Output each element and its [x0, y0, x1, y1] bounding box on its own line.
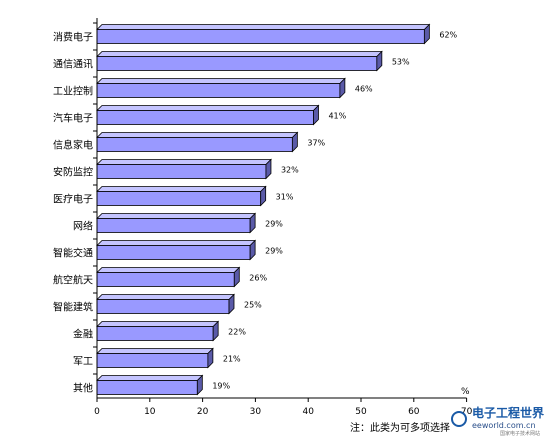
bar-top-face [96, 240, 257, 246]
bar [96, 29, 425, 44]
bar-top-face [96, 132, 299, 138]
value-label: 22% [228, 328, 246, 337]
category-label: 智能建筑 [53, 301, 93, 314]
category-label: 通信通讯 [53, 59, 93, 71]
bar-top-face [96, 348, 214, 354]
bar-side-face [228, 293, 235, 315]
watermark-logo: 电子工程世界 eeworld.com.cn 国家电子技术网站 [451, 405, 544, 437]
value-label: 46% [355, 85, 373, 94]
category-label: 金融 [73, 328, 93, 341]
bar-top-face [96, 159, 272, 165]
unit-label: % [461, 387, 470, 397]
bar-side-face [376, 50, 383, 72]
bar-side-face [339, 77, 346, 99]
value-label: 26% [249, 274, 267, 283]
watermark-site: eeworld.com.cn [472, 421, 536, 430]
value-label: 37% [307, 139, 325, 148]
watermark-emblem-icon [451, 411, 467, 427]
bar-side-face [313, 104, 319, 126]
bar [96, 164, 267, 179]
bar [96, 299, 230, 314]
bar-side-face [207, 347, 214, 369]
category-label: 航空航天 [53, 274, 93, 287]
bar [96, 380, 198, 395]
value-label: 29% [265, 247, 283, 256]
bar [96, 191, 262, 206]
bar-side-face [260, 185, 267, 207]
category-label: 网络 [73, 220, 93, 233]
bar-side-face [212, 320, 219, 342]
bars-group [96, 23, 431, 396]
value-label: 41% [328, 112, 346, 121]
x-tick-label: 60 [408, 407, 420, 417]
bar-side-face [233, 266, 240, 288]
category-label: 信息家电 [53, 139, 93, 152]
x-tick-label: 50 [355, 407, 367, 417]
category-label: 汽车电子 [53, 112, 93, 125]
bar [96, 326, 214, 341]
bar [96, 137, 293, 152]
bar [96, 245, 251, 260]
bar-top-face [96, 51, 383, 57]
bar [96, 353, 209, 368]
bar-top-face [96, 321, 220, 327]
value-label: 19% [212, 382, 230, 391]
x-tick-label: 0 [94, 407, 100, 417]
category-label: 工业控制 [53, 85, 93, 98]
x-tick-label: 40 [302, 407, 314, 417]
bar [96, 272, 235, 287]
x-tick-label: 10 [144, 407, 156, 417]
bar-side-face [265, 158, 272, 180]
bar [96, 110, 314, 125]
value-label: 29% [265, 220, 283, 229]
bar-top-face [96, 375, 204, 381]
watermark-logo-text: 电子工程世界 [472, 405, 544, 420]
value-label: 32% [281, 166, 299, 175]
category-label: 智能交通 [53, 247, 93, 260]
labels-group: 0 10 20 30 40 50 60 70 消费电子 62% 通信通讯 53% 工业控制 46% 汽车电子… [53, 31, 473, 418]
bar-top-face [96, 78, 346, 84]
value-label: 53% [392, 58, 410, 67]
watermark-tagline: 国家电子技术网站 [500, 430, 540, 437]
category-label: 消费电子 [53, 31, 93, 44]
x-tick-label: 30 [250, 407, 262, 417]
category-label: 军工 [73, 356, 93, 368]
value-label: 31% [276, 193, 294, 202]
bar-top-face [96, 213, 257, 219]
x-tick-label: 70 [461, 407, 473, 417]
bar-top-face [96, 186, 267, 192]
bar-side-face [249, 239, 256, 261]
axes-group [93, 18, 468, 402]
bar [96, 56, 378, 71]
bar-top-face [96, 294, 235, 300]
value-label: 21% [223, 355, 241, 364]
bar-side-face [423, 23, 430, 45]
bar-top-face [96, 24, 431, 30]
value-label: 25% [244, 301, 262, 310]
bar-side-face [249, 212, 256, 234]
bar-side-face [291, 131, 298, 153]
bar [96, 83, 341, 98]
value-label: 62% [439, 31, 457, 40]
bar-top-face [96, 267, 241, 273]
bar-top-face [96, 105, 320, 111]
x-tick-label: 20 [197, 407, 209, 417]
category-label: 其他 [73, 382, 93, 395]
chart-note: 注：此类为可多项选择 [350, 421, 450, 434]
bar [96, 218, 251, 233]
category-label: 安防监控 [53, 166, 93, 179]
bar-side-face [196, 374, 203, 396]
category-label: 医疗电子 [53, 193, 93, 206]
